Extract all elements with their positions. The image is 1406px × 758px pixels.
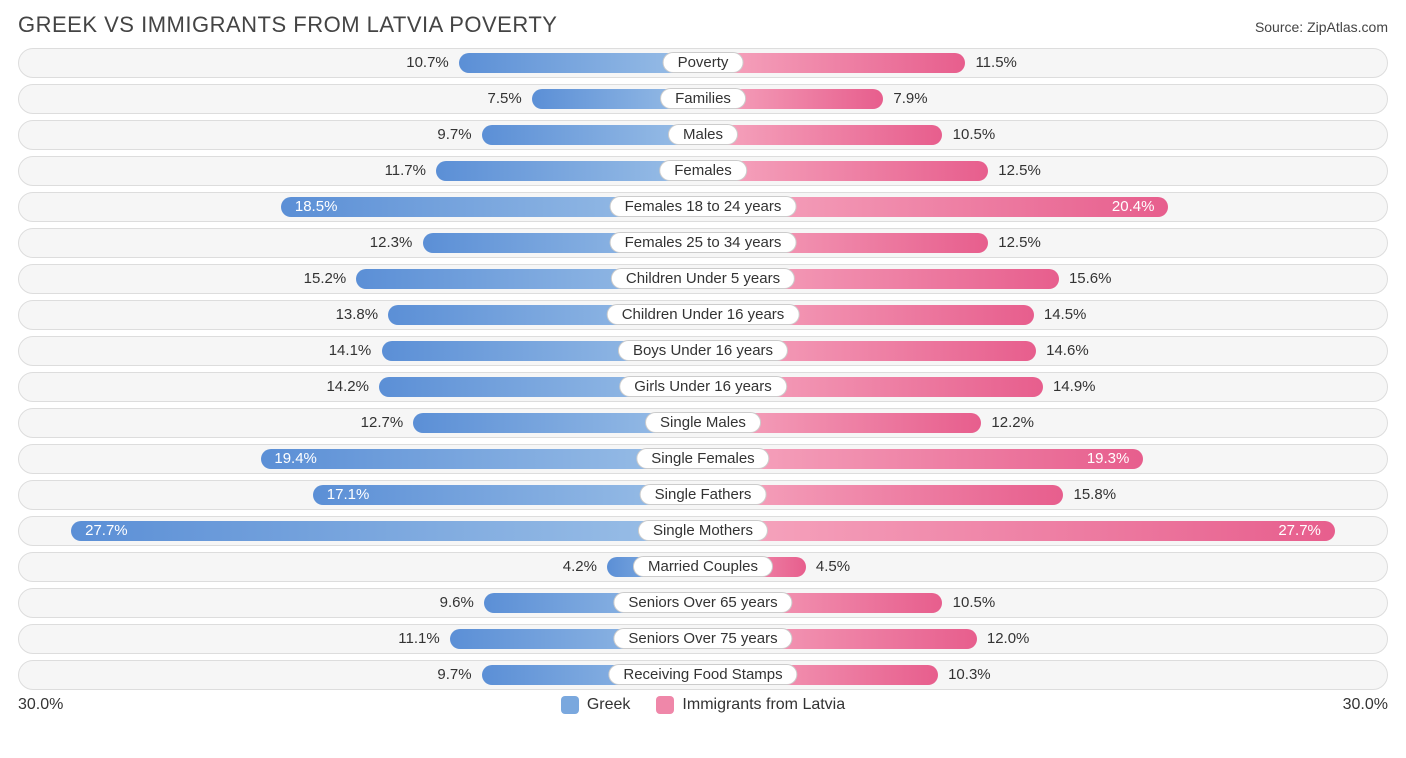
value-label-right: 10.5% [953,589,996,617]
legend-label: Immigrants from Latvia [682,696,845,714]
value-label-right: 4.5% [816,553,850,581]
value-label-left: 17.1% [327,481,370,509]
chart-row: 11.1% 12.0% Seniors Over 75 years [18,624,1388,654]
category-label: Single Females [636,448,769,469]
category-label: Single Mothers [638,520,768,541]
value-label-left: 14.1% [329,337,372,365]
value-label-left: 14.2% [326,373,369,401]
chart-header: GREEK VS IMMIGRANTS FROM LATVIA POVERTY … [18,12,1388,38]
legend: Greek Immigrants from Latvia [561,696,845,714]
category-label: Children Under 5 years [611,268,795,289]
value-label-right: 12.0% [987,625,1030,653]
category-label: Males [668,124,738,145]
legend-swatch [656,696,674,714]
value-label-left: 11.1% [398,625,439,653]
chart-row: 14.2% 14.9% Girls Under 16 years [18,372,1388,402]
chart-row: 12.7% 12.2% Single Males [18,408,1388,438]
value-label-right: 14.5% [1044,301,1087,329]
chart-row: 27.7% 27.7% Single Mothers [18,516,1388,546]
legend-item: Greek [561,696,631,714]
value-label-right: 12.5% [998,229,1041,257]
chart-row: 17.1% 15.8% Single Fathers [18,480,1388,510]
bar-left [71,521,703,541]
legend-item: Immigrants from Latvia [656,696,845,714]
value-label-left: 11.7% [385,157,426,185]
value-label-right: 14.6% [1046,337,1089,365]
category-label: Poverty [663,52,744,73]
value-label-left: 9.7% [437,661,471,689]
value-label-left: 13.8% [336,301,379,329]
chart-source: Source: ZipAtlas.com [1255,19,1388,35]
value-label-left: 10.7% [406,49,449,77]
legend-swatch [561,696,579,714]
value-label-left: 18.5% [295,193,338,221]
value-label-right: 14.9% [1053,373,1096,401]
chart-row: 4.2% 4.5% Married Couples [18,552,1388,582]
value-label-left: 12.7% [361,409,404,437]
chart-row: 12.3% 12.5% Females 25 to 34 years [18,228,1388,258]
chart-row: 7.5% 7.9% Families [18,84,1388,114]
category-label: Females [659,160,747,181]
chart-row: 15.2% 15.6% Children Under 5 years [18,264,1388,294]
category-label: Girls Under 16 years [619,376,787,397]
value-label-right: 20.4% [1112,193,1155,221]
axis-max-left: 30.0% [18,696,63,714]
category-label: Females 18 to 24 years [610,196,797,217]
legend-label: Greek [587,696,631,714]
value-label-right: 19.3% [1087,445,1130,473]
value-label-right: 27.7% [1278,517,1321,545]
value-label-right: 15.6% [1069,265,1112,293]
chart-row: 18.5% 20.4% Females 18 to 24 years [18,192,1388,222]
category-label: Single Fathers [640,484,767,505]
category-label: Boys Under 16 years [618,340,788,361]
chart-title: GREEK VS IMMIGRANTS FROM LATVIA POVERTY [18,12,557,38]
chart-row: 9.7% 10.5% Males [18,120,1388,150]
value-label-left: 27.7% [85,517,128,545]
category-label: Children Under 16 years [607,304,800,325]
chart-row: 13.8% 14.5% Children Under 16 years [18,300,1388,330]
chart-row: 10.7% 11.5% Poverty [18,48,1388,78]
diverging-bar-chart: 10.7% 11.5% Poverty 7.5% 7.9% Families 9.7% 10.… [18,48,1388,690]
value-label-left: 7.5% [488,85,522,113]
category-label: Families [660,88,746,109]
chart-row: 9.6% 10.5% Seniors Over 65 years [18,588,1388,618]
chart-row: 19.4% 19.3% Single Females [18,444,1388,474]
bar-right [703,125,942,145]
value-label-right: 12.2% [991,409,1034,437]
value-label-right: 15.8% [1074,481,1117,509]
value-label-right: 12.5% [998,157,1041,185]
bar-right [703,521,1335,541]
category-label: Seniors Over 75 years [613,628,792,649]
chart-footer: 30.0% Greek Immigrants from Latvia 30.0% [18,696,1388,714]
value-label-right: 10.5% [953,121,996,149]
chart-row: 14.1% 14.6% Boys Under 16 years [18,336,1388,366]
axis-max-right: 30.0% [1343,696,1388,714]
value-label-right: 11.5% [975,49,1016,77]
category-label: Single Males [645,412,761,433]
category-label: Receiving Food Stamps [608,664,797,685]
category-label: Females 25 to 34 years [610,232,797,253]
category-label: Seniors Over 65 years [613,592,792,613]
value-label-right: 7.9% [893,85,927,113]
value-label-left: 9.6% [440,589,474,617]
chart-row: 11.7% 12.5% Females [18,156,1388,186]
value-label-left: 9.7% [437,121,471,149]
value-label-right: 10.3% [948,661,991,689]
category-label: Married Couples [633,556,773,577]
value-label-left: 15.2% [304,265,347,293]
value-label-left: 4.2% [563,553,597,581]
chart-row: 9.7% 10.3% Receiving Food Stamps [18,660,1388,690]
value-label-left: 19.4% [274,445,317,473]
value-label-left: 12.3% [370,229,413,257]
